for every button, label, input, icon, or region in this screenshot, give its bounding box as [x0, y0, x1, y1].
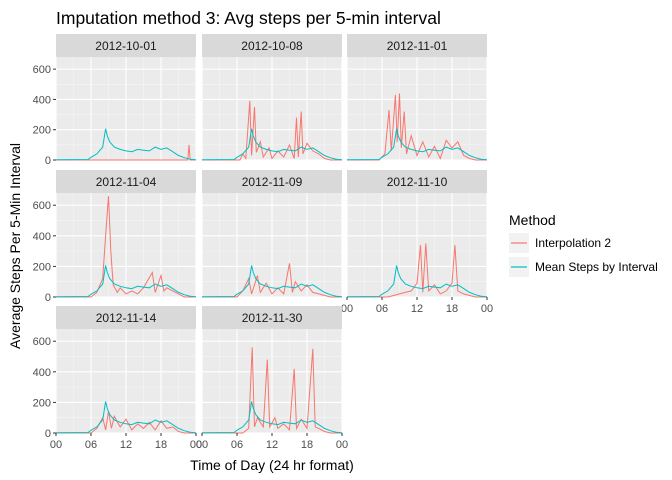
facet-strip-label: 2012-11-30	[242, 311, 303, 325]
x-tick-label: 18	[301, 439, 313, 451]
x-tick-label: 12	[120, 439, 132, 451]
series-line-interpolation-2	[56, 411, 196, 434]
legend-title: Method	[509, 212, 556, 228]
x-tick-label: 18	[446, 303, 458, 315]
x-tick-label: 00	[481, 303, 493, 315]
facet-strip	[56, 306, 196, 329]
facet-strip	[202, 170, 342, 193]
facet-strip	[56, 34, 196, 57]
facet-strip-label: 2012-11-09	[242, 175, 303, 189]
facet-panels: 2012-10-01 0 200 400 600 2012-10-08 2012-11-01…	[33, 34, 493, 451]
legend-entry-label: Mean Steps by Interval	[535, 260, 658, 274]
x-tick-label: 06	[85, 439, 97, 451]
series-line-interpolation-2	[202, 347, 342, 434]
facet-strip	[56, 170, 196, 193]
series-line-mean-steps	[346, 265, 488, 298]
x-tick-label: 18	[155, 439, 167, 451]
y-tick-label: 600	[33, 64, 51, 76]
series-line-interpolation-2	[56, 196, 196, 298]
series-line-interpolation-2	[347, 243, 487, 298]
y-tick-label: 200	[33, 397, 51, 409]
facet-strip-label: 2012-11-10	[387, 175, 448, 189]
y-tick-label: 600	[33, 200, 51, 212]
facet-strip	[347, 34, 487, 57]
y-tick-label: 200	[33, 261, 51, 273]
legend-entry-label: Interpolation 2	[535, 236, 611, 250]
y-tick-label: 400	[33, 367, 51, 379]
facet-strip-label: 2012-11-01	[387, 39, 448, 53]
y-tick-label: 0	[45, 428, 51, 440]
facet-strip-label: 2012-11-04	[96, 175, 157, 189]
series-line-mean-steps	[55, 128, 197, 161]
x-tick-label: 00	[50, 439, 62, 451]
x-tick-label: 06	[231, 439, 243, 451]
chart-title: Imputation method 3: Avg steps per 5-min…	[56, 8, 441, 28]
series-line-mean-steps	[201, 401, 343, 434]
facet-strip	[202, 306, 342, 329]
y-tick-label: 400	[33, 231, 51, 243]
series-line-interpolation-2	[347, 93, 487, 161]
x-tick-label: 12	[266, 439, 278, 451]
facet-strip-label: 2012-10-01	[95, 39, 157, 53]
series-line-mean-steps	[55, 265, 197, 298]
facet-strip-label: 2012-10-08	[241, 39, 303, 53]
facet-strip-label: 2012-11-14	[96, 311, 157, 325]
y-tick-label: 200	[33, 125, 51, 137]
y-tick-label: 400	[33, 94, 51, 106]
y-axis-title: Average Steps Per 5-Min Interval	[7, 143, 23, 349]
series-line-mean-steps	[201, 128, 343, 161]
series-line-mean-steps	[55, 401, 197, 434]
x-axis-title: Time of Day (24 hr format)	[190, 457, 354, 473]
x-tick-label: 12	[411, 303, 423, 315]
facet-strip	[202, 34, 342, 57]
legend: Method Interpolation 2 Mean Steps by Inte…	[509, 212, 658, 277]
x-tick-label: 00	[196, 439, 208, 451]
series-line-mean-steps	[201, 265, 343, 298]
x-tick-label: 00	[336, 439, 348, 451]
x-tick-label: 00	[341, 303, 353, 315]
y-tick-label: 0	[45, 155, 51, 167]
series-line-interpolation-2	[56, 144, 196, 161]
series-line-mean-steps	[346, 128, 488, 161]
x-tick-label: 00	[190, 439, 202, 451]
x-tick-label: 06	[376, 303, 388, 315]
y-tick-label: 0	[45, 292, 51, 304]
facet-strip	[347, 170, 487, 193]
series-line-interpolation-2	[202, 100, 342, 161]
y-tick-label: 600	[33, 336, 51, 348]
